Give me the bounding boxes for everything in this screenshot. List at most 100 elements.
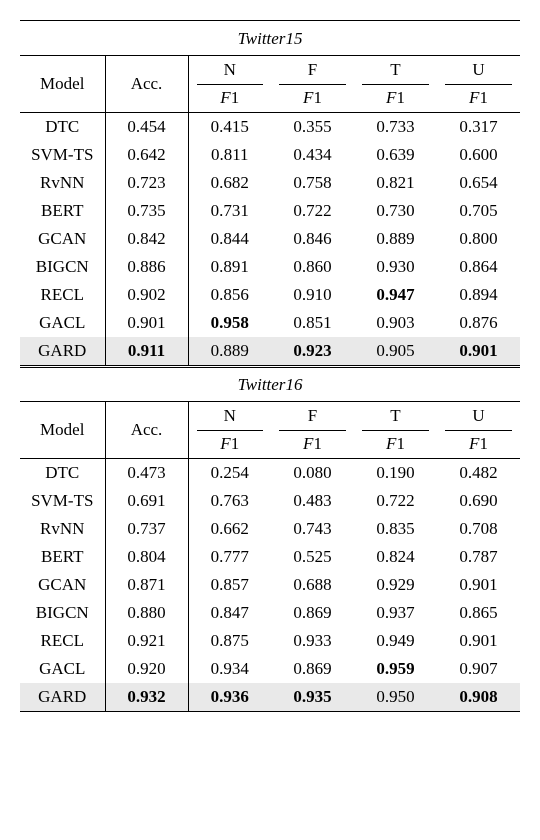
cell-value: 0.525 [271, 543, 354, 571]
cell-value: 0.935 [271, 683, 354, 712]
cell-value: 0.901 [437, 337, 520, 365]
table-row: GACL0.9200.9340.8690.9590.907 [20, 655, 520, 683]
results-tables: Twitter15ModelAcc.NFTUF1F1F1F1DTC0.4540.… [20, 20, 520, 712]
table-twitter16: Twitter16ModelAcc.NFTUF1F1F1F1DTC0.4730.… [20, 367, 520, 712]
cell-value: 0.847 [188, 599, 271, 627]
col-subheader-f1: F1 [437, 84, 520, 113]
cell-value: 0.355 [271, 113, 354, 142]
cell-value: 0.930 [354, 253, 437, 281]
cell-acc: 0.804 [105, 543, 188, 571]
cell-value: 0.743 [271, 515, 354, 543]
cell-value: 0.903 [354, 309, 437, 337]
table-row: SVM-TS0.6420.8110.4340.6390.600 [20, 141, 520, 169]
cell-value: 0.934 [188, 655, 271, 683]
cell-model: BIGCN [20, 253, 105, 281]
cell-value: 0.959 [354, 655, 437, 683]
cell-value: 0.929 [354, 571, 437, 599]
cell-value: 0.949 [354, 627, 437, 655]
cell-value: 0.482 [437, 459, 520, 488]
table-row: BIGCN0.8860.8910.8600.9300.864 [20, 253, 520, 281]
cell-value: 0.933 [271, 627, 354, 655]
cell-value: 0.905 [354, 337, 437, 365]
table-row: GCAN0.8420.8440.8460.8890.800 [20, 225, 520, 253]
cell-acc: 0.642 [105, 141, 188, 169]
cell-value: 0.865 [437, 599, 520, 627]
col-header-acc: Acc. [105, 56, 188, 113]
cell-acc: 0.691 [105, 487, 188, 515]
col-header-acc: Acc. [105, 402, 188, 459]
cell-value: 0.080 [271, 459, 354, 488]
cell-value: 0.844 [188, 225, 271, 253]
cell-value: 0.901 [437, 571, 520, 599]
cell-value: 0.958 [188, 309, 271, 337]
table-row: RECL0.9210.8750.9330.9490.901 [20, 627, 520, 655]
table-row: RECL0.9020.8560.9100.9470.894 [20, 281, 520, 309]
cell-model: GARD [20, 683, 105, 712]
cell-value: 0.869 [271, 655, 354, 683]
cell-acc: 0.735 [105, 197, 188, 225]
cell-acc: 0.473 [105, 459, 188, 488]
cell-acc: 0.911 [105, 337, 188, 365]
cell-model: RECL [20, 281, 105, 309]
col-subheader-f1: F1 [271, 84, 354, 113]
cell-value: 0.254 [188, 459, 271, 488]
col-header-cat: U [437, 402, 520, 431]
col-header-cat: T [354, 56, 437, 85]
table-row: GARD0.9320.9360.9350.9500.908 [20, 683, 520, 712]
col-subheader-f1: F1 [354, 430, 437, 459]
table-row: DTC0.4540.4150.3550.7330.317 [20, 113, 520, 142]
cell-value: 0.907 [437, 655, 520, 683]
cell-model: BIGCN [20, 599, 105, 627]
cell-acc: 0.454 [105, 113, 188, 142]
cell-model: GCAN [20, 571, 105, 599]
col-header-model: Model [20, 402, 105, 459]
table-row: BERT0.8040.7770.5250.8240.787 [20, 543, 520, 571]
cell-value: 0.662 [188, 515, 271, 543]
col-header-cat: U [437, 56, 520, 85]
cell-model: GARD [20, 337, 105, 365]
cell-model: BERT [20, 543, 105, 571]
cell-value: 0.894 [437, 281, 520, 309]
cell-value: 0.923 [271, 337, 354, 365]
cell-value: 0.600 [437, 141, 520, 169]
cell-model: BERT [20, 197, 105, 225]
cell-value: 0.731 [188, 197, 271, 225]
cell-value: 0.875 [188, 627, 271, 655]
table-row: RvNN0.7230.6820.7580.8210.654 [20, 169, 520, 197]
cell-value: 0.317 [437, 113, 520, 142]
cell-value: 0.733 [354, 113, 437, 142]
col-subheader-f1: F1 [354, 84, 437, 113]
cell-value: 0.864 [437, 253, 520, 281]
cell-acc: 0.880 [105, 599, 188, 627]
cell-value: 0.937 [354, 599, 437, 627]
cell-acc: 0.723 [105, 169, 188, 197]
col-subheader-f1: F1 [188, 84, 271, 113]
cell-acc: 0.901 [105, 309, 188, 337]
cell-value: 0.811 [188, 141, 271, 169]
cell-model: SVM-TS [20, 487, 105, 515]
cell-value: 0.787 [437, 543, 520, 571]
cell-value: 0.483 [271, 487, 354, 515]
cell-model: GCAN [20, 225, 105, 253]
cell-value: 0.777 [188, 543, 271, 571]
cell-value: 0.190 [354, 459, 437, 488]
col-subheader-f1: F1 [271, 430, 354, 459]
col-header-cat: N [188, 402, 271, 431]
cell-value: 0.688 [271, 571, 354, 599]
table-title: Twitter15 [20, 21, 520, 56]
cell-value: 0.682 [188, 169, 271, 197]
table-row: GARD0.9110.8890.9230.9050.901 [20, 337, 520, 365]
cell-value: 0.708 [437, 515, 520, 543]
table-twitter15: Twitter15ModelAcc.NFTUF1F1F1F1DTC0.4540.… [20, 20, 520, 368]
table-row: GACL0.9010.9580.8510.9030.876 [20, 309, 520, 337]
cell-value: 0.936 [188, 683, 271, 712]
cell-acc: 0.921 [105, 627, 188, 655]
cell-value: 0.910 [271, 281, 354, 309]
col-subheader-f1: F1 [437, 430, 520, 459]
cell-value: 0.690 [437, 487, 520, 515]
table-row: DTC0.4730.2540.0800.1900.482 [20, 459, 520, 488]
cell-value: 0.434 [271, 141, 354, 169]
col-header-cat: F [271, 402, 354, 431]
table-row: BIGCN0.8800.8470.8690.9370.865 [20, 599, 520, 627]
cell-model: RECL [20, 627, 105, 655]
